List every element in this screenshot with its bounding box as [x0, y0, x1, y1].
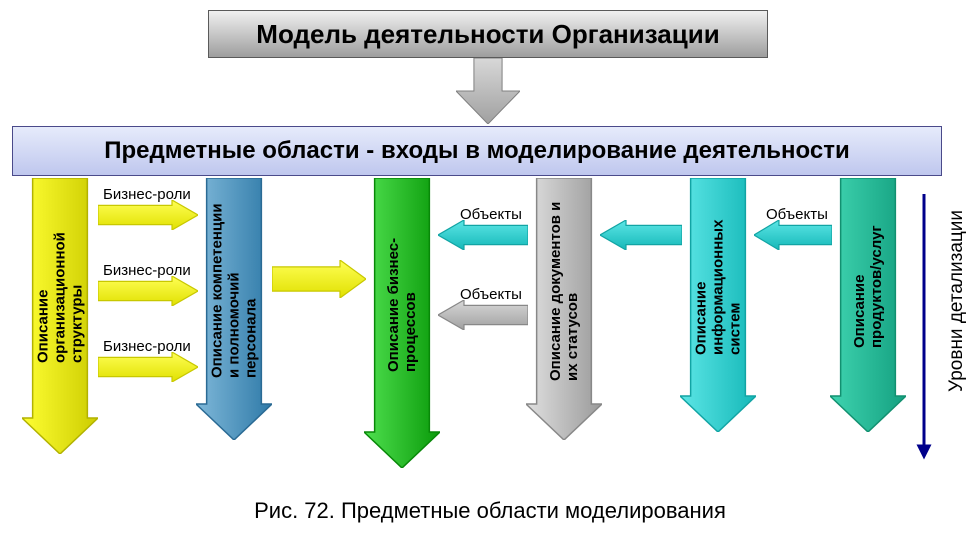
column-text-org: Описание организационной структуры — [22, 178, 98, 418]
harrow-i2d — [600, 220, 682, 250]
harrow-label-obj1: Объекты — [460, 206, 522, 223]
harrow-label-br3: Бизнес-роли — [103, 338, 191, 355]
column-text-docs: Описание документов и их статусов — [526, 178, 602, 404]
title-text: Модель деятельности Организации — [256, 19, 719, 50]
column-label-comp: Описание компетенции и полномочий персон… — [196, 178, 272, 404]
domain-bar: Предметные области - входы в моделирован… — [12, 126, 942, 176]
detail-level-text: Уровни детализации — [946, 210, 967, 392]
column-text-info: Описание информационных систем — [680, 178, 756, 396]
harrow-p2i — [754, 220, 832, 250]
harrow-br3 — [98, 352, 198, 382]
harrow-label-p2i: Объекты — [766, 206, 828, 223]
diagram-canvas: Модель деятельности Организации Предметн… — [0, 0, 980, 536]
harrow-label-br1: Бизнес-роли — [103, 186, 191, 203]
column-label-org: Описание организационной структуры — [22, 178, 98, 418]
harrow-obj2 — [438, 300, 528, 330]
column-label-proc: Описание бизнес- процессов — [364, 178, 440, 432]
connector-down-arrow — [456, 58, 520, 124]
column-text-proc: Описание бизнес- процессов — [364, 178, 440, 432]
column-label-docs: Описание документов и их статусов — [526, 178, 602, 404]
harrow-c2p — [272, 260, 366, 298]
column-label-info: Описание информационных систем — [680, 178, 756, 396]
caption-text: Рис. 72. Предметные области моделировани… — [254, 498, 726, 523]
domain-bar-text: Предметные области - входы в моделирован… — [104, 137, 850, 165]
figure-caption: Рис. 72. Предметные области моделировани… — [0, 498, 980, 524]
title-box: Модель деятельности Организации — [208, 10, 768, 58]
harrow-br2 — [98, 276, 198, 306]
harrow-br1 — [98, 200, 198, 230]
column-text-prod: Описание продуктов/услуг — [830, 178, 906, 396]
column-label-prod: Описание продуктов/услуг — [830, 178, 906, 396]
harrow-label-obj2: Объекты — [460, 286, 522, 303]
column-text-comp: Описание компетенции и полномочий персон… — [196, 178, 272, 404]
harrow-label-br2: Бизнес-роли — [103, 262, 191, 279]
detail-level-label: Уровни детализации — [946, 210, 968, 392]
harrow-obj1 — [438, 220, 528, 250]
